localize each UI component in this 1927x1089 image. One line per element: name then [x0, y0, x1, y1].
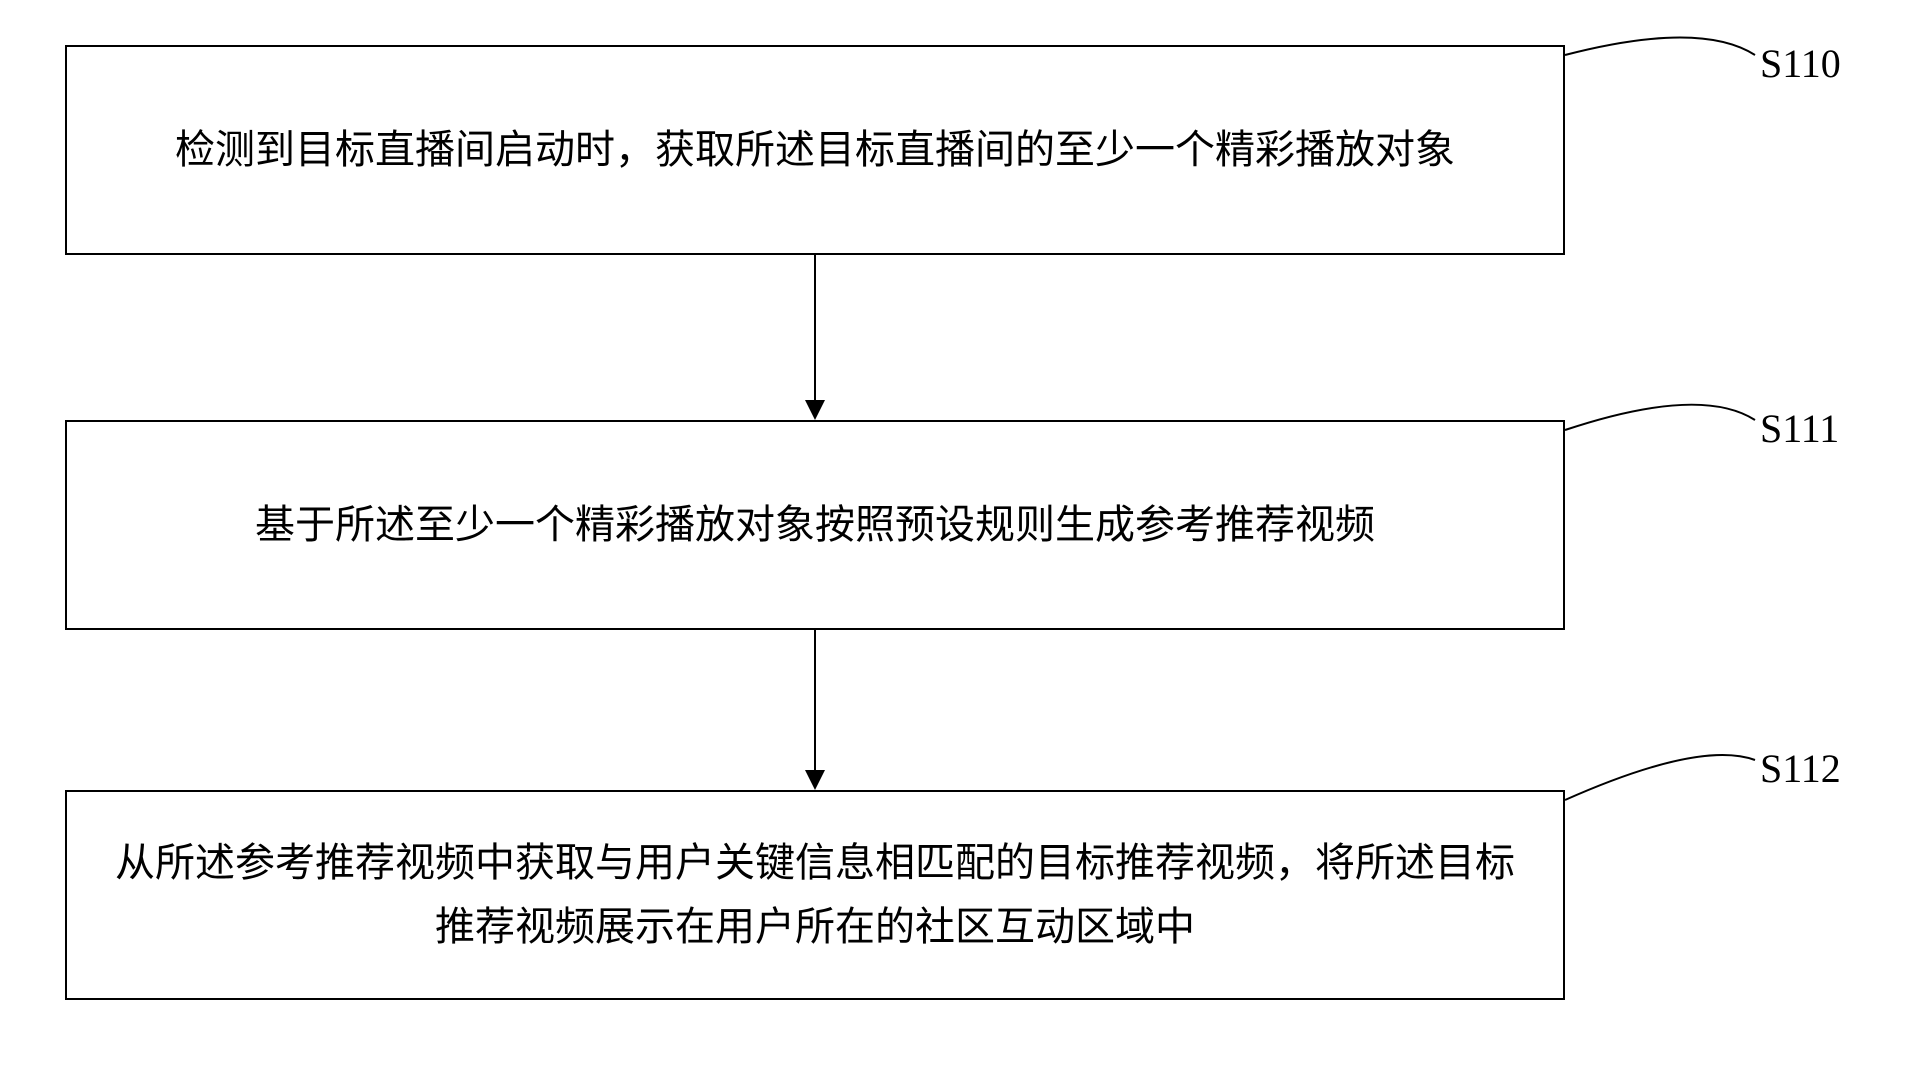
flowchart-canvas: 检测到目标直播间启动时，获取所述目标直播间的至少一个精彩播放对象 S110 基于… [0, 0, 1927, 1089]
step-label-s111: S111 [1760, 405, 1839, 452]
step-label-s110: S110 [1760, 40, 1841, 87]
step-label-s112: S112 [1760, 745, 1841, 792]
node-text: 基于所述至少一个精彩播放对象按照预设规则生成参考推荐视频 [255, 493, 1375, 557]
leader-s110 [1565, 38, 1755, 56]
flow-node-s111: 基于所述至少一个精彩播放对象按照预设规则生成参考推荐视频 [65, 420, 1565, 630]
flow-node-s112: 从所述参考推荐视频中获取与用户关键信息相匹配的目标推荐视频，将所述目标推荐视频展… [65, 790, 1565, 1000]
leader-s112 [1565, 755, 1755, 800]
flow-node-s110: 检测到目标直播间启动时，获取所述目标直播间的至少一个精彩播放对象 [65, 45, 1565, 255]
node-text: 从所述参考推荐视频中获取与用户关键信息相匹配的目标推荐视频，将所述目标推荐视频展… [97, 831, 1533, 959]
node-text: 检测到目标直播间启动时，获取所述目标直播间的至少一个精彩播放对象 [175, 118, 1455, 182]
leader-s111 [1565, 405, 1755, 430]
